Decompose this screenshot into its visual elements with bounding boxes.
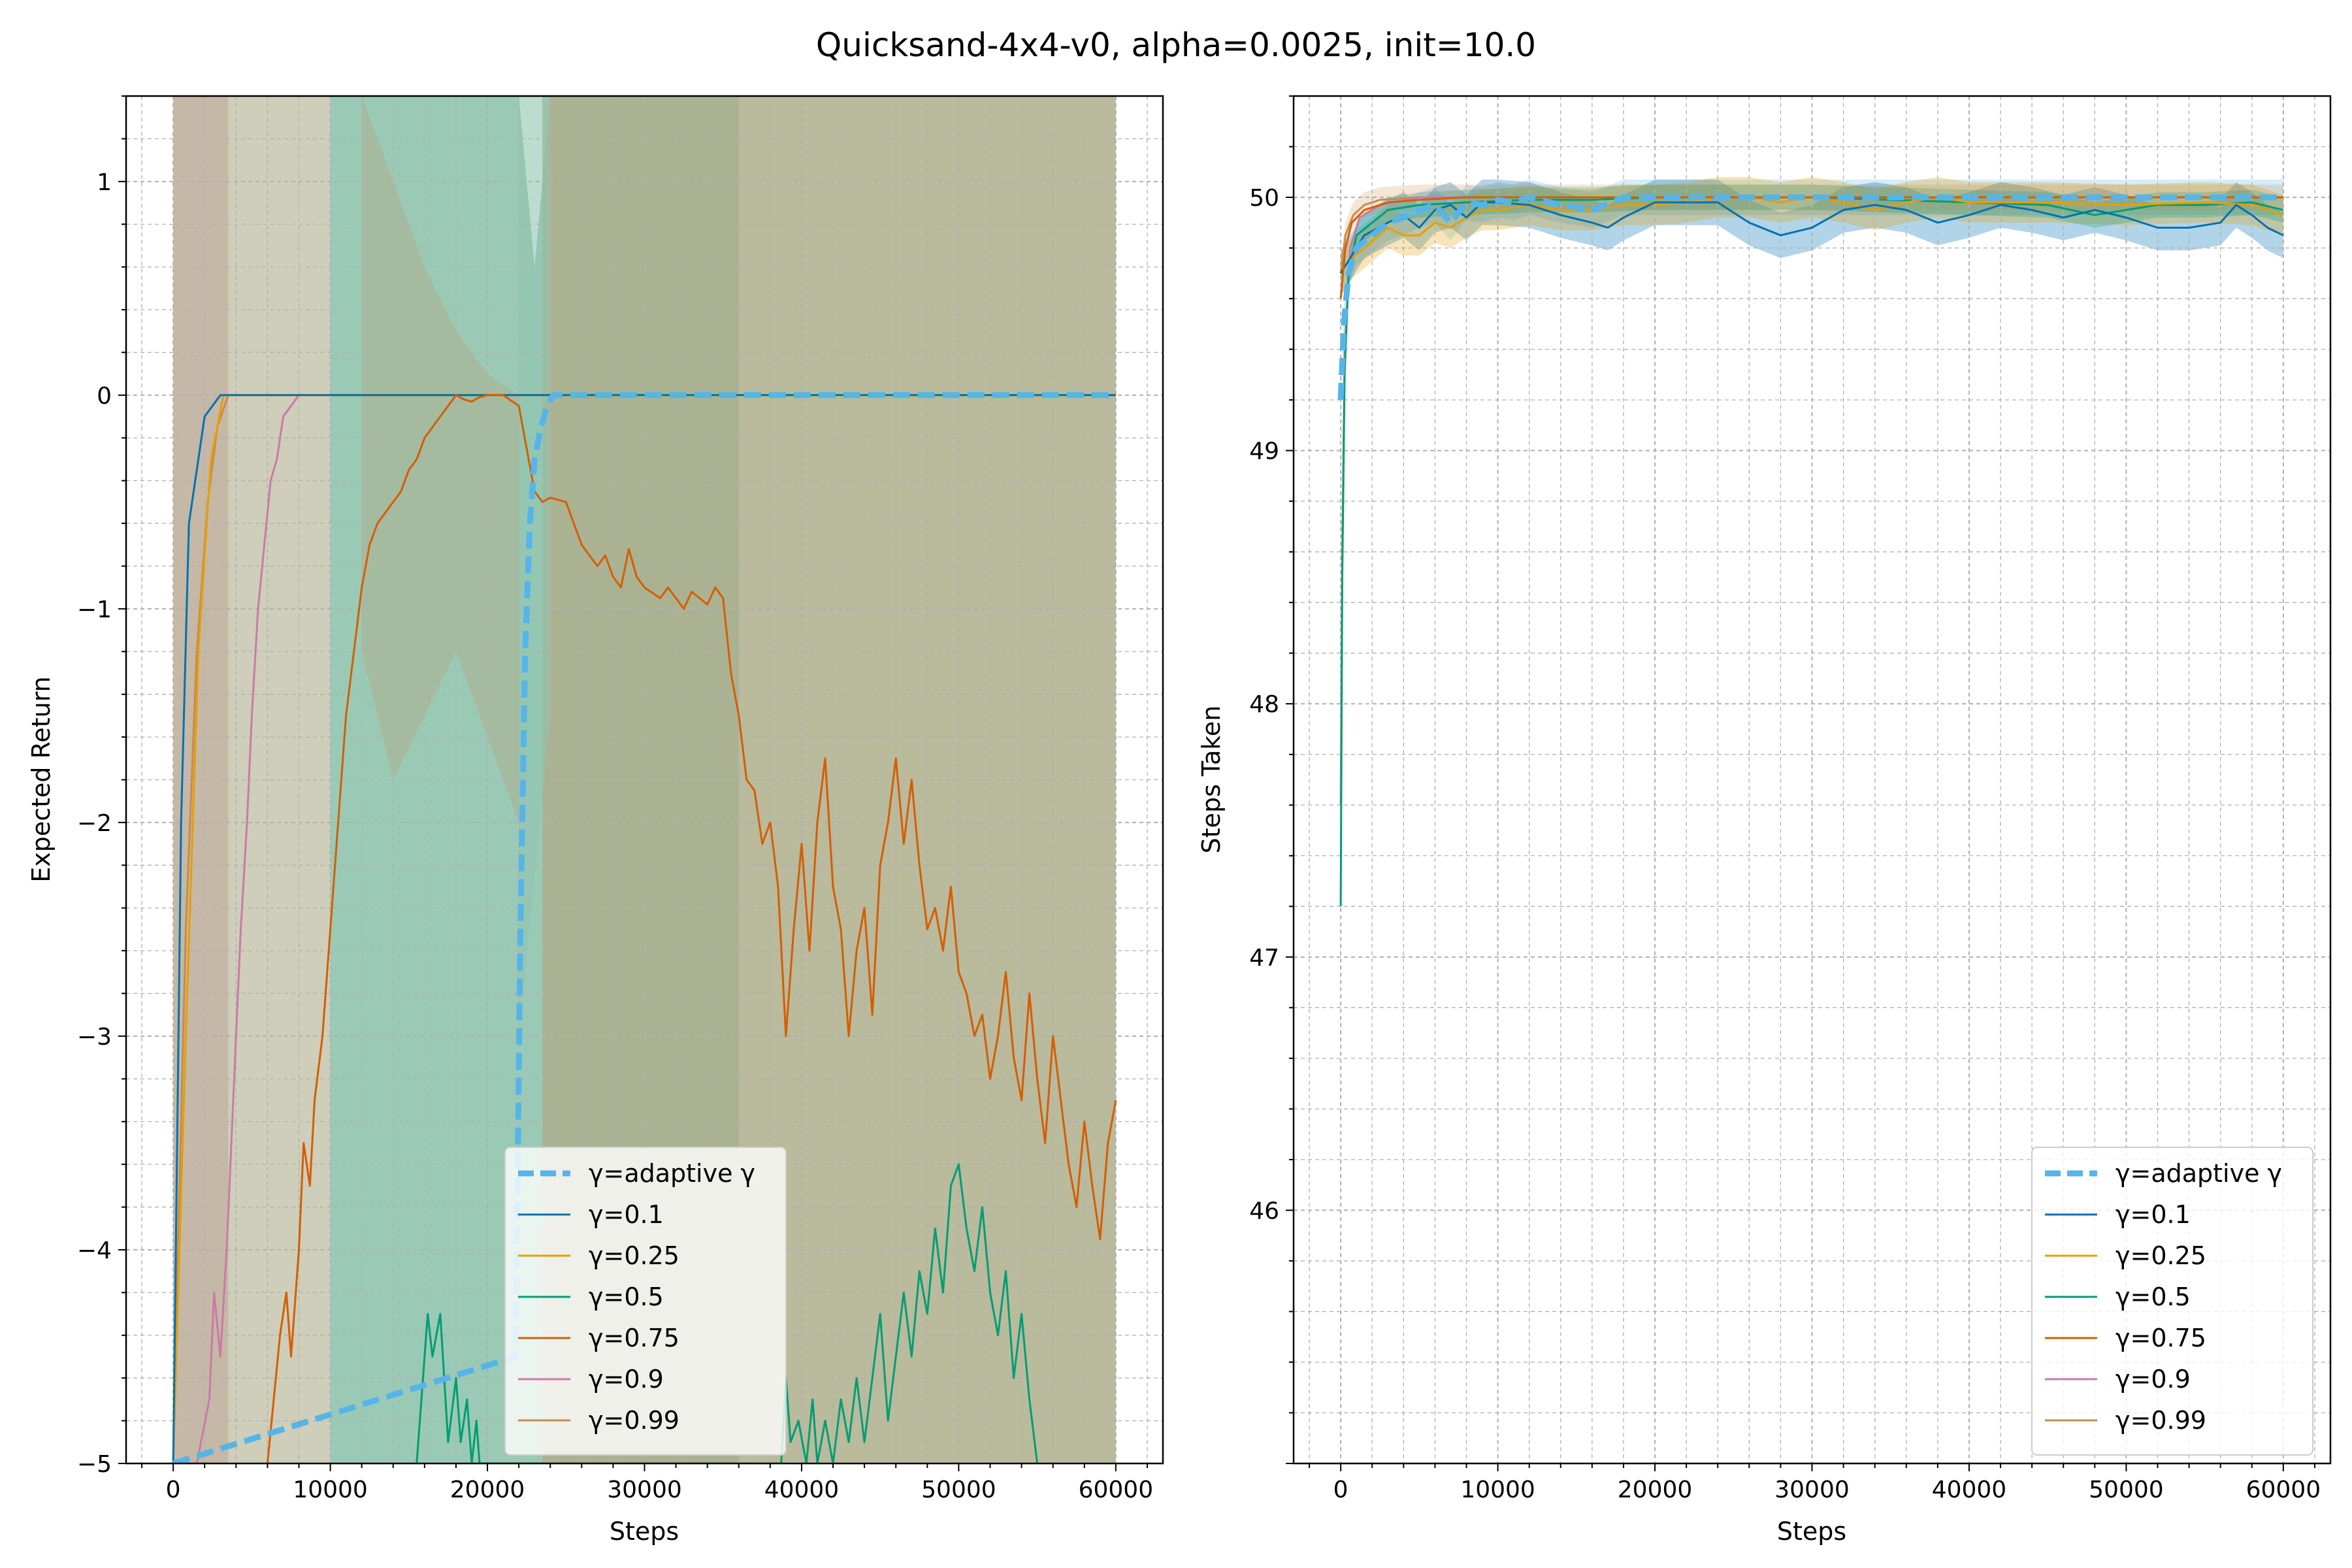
legend-box (2031, 1147, 2313, 1456)
axis-ticks: 0 10000 20000 30000 40000 50000 60000 −5 −4 −3 −2 −… (77, 95, 1154, 1503)
series-lines (172, 392, 1117, 1463)
y-tick-label: 50 (1249, 185, 1279, 212)
legend-entry: γ=0.25 (2115, 1241, 2206, 1270)
x-tick-label: 40000 (1932, 1477, 2007, 1503)
legend-entry: γ=0.1 (589, 1200, 664, 1229)
series-lines (1337, 194, 2284, 907)
legend-entry: γ=0.1 (2115, 1200, 2191, 1229)
series-line-g0-75 (266, 394, 1117, 1463)
series-line-g0-1 (172, 394, 1116, 1463)
x-axis-label: Steps (610, 1517, 679, 1546)
y-tick-label: 0 (97, 383, 112, 410)
y-tick-label: 48 (1249, 691, 1279, 718)
x-axis-label: Steps (1777, 1517, 1846, 1546)
y-tick-label: −1 (77, 596, 112, 623)
legend: γ=adaptive γ γ=0.1 γ=0.25 γ=0.5 γ=0.75 γ=0.9 γ… (2031, 1147, 2313, 1456)
confidence-band (542, 96, 1116, 1463)
x-tick-label: 20000 (450, 1477, 525, 1503)
x-tick-label: 40000 (764, 1477, 840, 1503)
x-tick-label: 50000 (2089, 1477, 2164, 1503)
axis-ticks: 0 10000 20000 30000 40000 50000 60000 46 47 48 49 5… (1249, 95, 2321, 1503)
legend-box (504, 1147, 787, 1456)
x-tick-label: 0 (1333, 1477, 1348, 1503)
grid (1294, 95, 2330, 1464)
y-tick-label: −2 (77, 810, 112, 837)
legend: γ=adaptive γ γ=0.1 γ=0.25 γ=0.5 γ=0.75 γ=0.9 γ… (504, 1147, 787, 1456)
x-tick-label: 60000 (2246, 1477, 2321, 1503)
series-line-g0-9 (173, 394, 300, 1463)
y-tick-label: 1 (97, 169, 112, 196)
legend-entry: γ=0.5 (2115, 1282, 2191, 1311)
series-line-g0-5 (416, 1163, 1039, 1463)
legend-entry: γ=0.75 (2115, 1324, 2206, 1352)
figure-title: Quicksand-4x4-v0, alpha=0.0025, init=10.… (816, 26, 1536, 64)
legend-entry: γ=0.5 (589, 1282, 664, 1311)
confidence-band (361, 96, 519, 823)
grid (126, 95, 1163, 1464)
legend-entry: γ=0.75 (589, 1324, 679, 1352)
x-tick-label: 10000 (1460, 1477, 1535, 1503)
x-tick-label: 0 (166, 1477, 181, 1503)
y-tick-label: −5 (77, 1451, 112, 1478)
series-line-g0-25 (1339, 196, 2284, 274)
x-tick-label: 30000 (607, 1477, 682, 1503)
panel-steps-taken: 0 10000 20000 30000 40000 50000 60000 46 47 48 49 5… (1197, 95, 2332, 1546)
y-tick-label: −4 (77, 1237, 112, 1264)
series-line-g0-75 (1339, 196, 2283, 299)
x-tick-label: 60000 (1079, 1477, 1154, 1503)
legend-entry: γ=0.9 (589, 1365, 664, 1394)
y-axis-label: Steps Taken (1197, 706, 1226, 854)
legend-entry: γ=adaptive γ (589, 1159, 755, 1188)
legend-entry: γ=0.99 (589, 1406, 679, 1435)
series-line-adaptive (1337, 194, 2283, 400)
x-tick-label: 50000 (921, 1477, 996, 1503)
legend-entry: γ=adaptive γ (2115, 1159, 2282, 1188)
x-tick-label: 30000 (1774, 1477, 1850, 1503)
legend-entry: γ=0.99 (2115, 1406, 2206, 1435)
y-tick-label: 46 (1249, 1198, 1279, 1224)
y-tick-label: 49 (1249, 438, 1279, 465)
x-tick-label: 10000 (293, 1477, 368, 1503)
y-tick-label: 47 (1249, 945, 1279, 972)
y-axis-label: Expected Return (27, 676, 56, 882)
panel-expected-return: 0 10000 20000 30000 40000 50000 60000 −5 −4 −3 −2 −… (27, 95, 1164, 1546)
legend-entry: γ=0.9 (2115, 1365, 2191, 1394)
x-tick-label: 20000 (1618, 1477, 1693, 1503)
y-tick-label: −3 (77, 1024, 112, 1051)
legend-entry: γ=0.25 (589, 1241, 679, 1270)
series-line-adaptive (172, 392, 1116, 1463)
confidence-band (519, 96, 551, 1036)
